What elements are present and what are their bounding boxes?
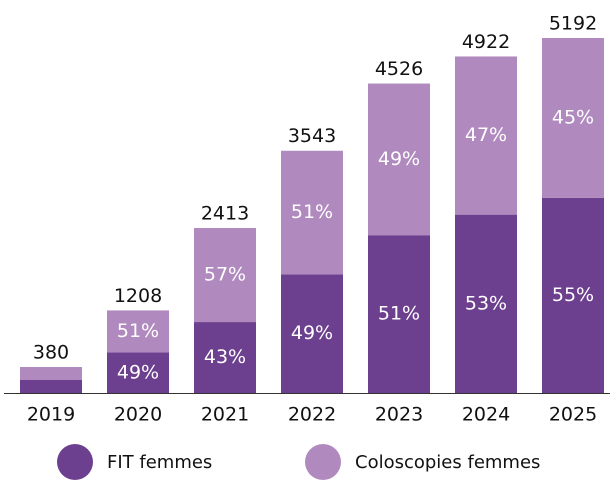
data-label: 43% [204,346,246,368]
x-tick-label: 2020 [114,404,162,426]
bar-segment [368,235,430,393]
bar-segment [107,352,169,393]
x-tick-label: 2022 [288,404,336,426]
data-label: 55% [552,284,594,306]
data-label: 51% [117,320,159,342]
legend-label: FIT femmes [107,452,212,473]
x-tick-label: 2023 [375,404,423,426]
data-label: 49% [378,148,420,170]
total-label: 380 [33,342,69,364]
total-label: 1208 [114,285,162,307]
legend-label: Coloscopies femmes [355,452,540,473]
data-label: 49% [291,322,333,344]
data-label: 57% [204,264,246,286]
total-label: 3543 [288,125,336,147]
x-tick-label: 2019 [27,404,75,426]
bar-segment [542,38,604,198]
bar-segment [455,214,517,393]
bar-segment [455,56,517,215]
bar-segment [368,83,430,236]
bar-segment [20,380,82,393]
total-label: 2413 [201,203,249,225]
x-tick-label: 2021 [201,404,249,426]
data-label: 47% [465,124,507,146]
bar-segment [107,310,169,353]
data-label: 51% [291,201,333,223]
x-tick-label: 2025 [549,404,597,426]
bar-segment [20,367,82,381]
data-label: 53% [465,292,507,314]
total-label: 4922 [462,31,510,53]
total-label: 5192 [549,13,597,35]
data-label: 45% [552,106,594,128]
data-label: 49% [117,361,159,383]
bar-segment [281,150,343,275]
bar-segment [281,274,343,393]
legend-swatch [57,444,93,480]
total-label: 4526 [375,58,423,80]
bar-segment [194,322,256,393]
data-label: 51% [378,303,420,325]
x-tick-label: 2024 [462,404,510,426]
bar-segment [194,228,256,323]
legend-swatch [305,444,341,480]
bar-segment [542,197,604,393]
